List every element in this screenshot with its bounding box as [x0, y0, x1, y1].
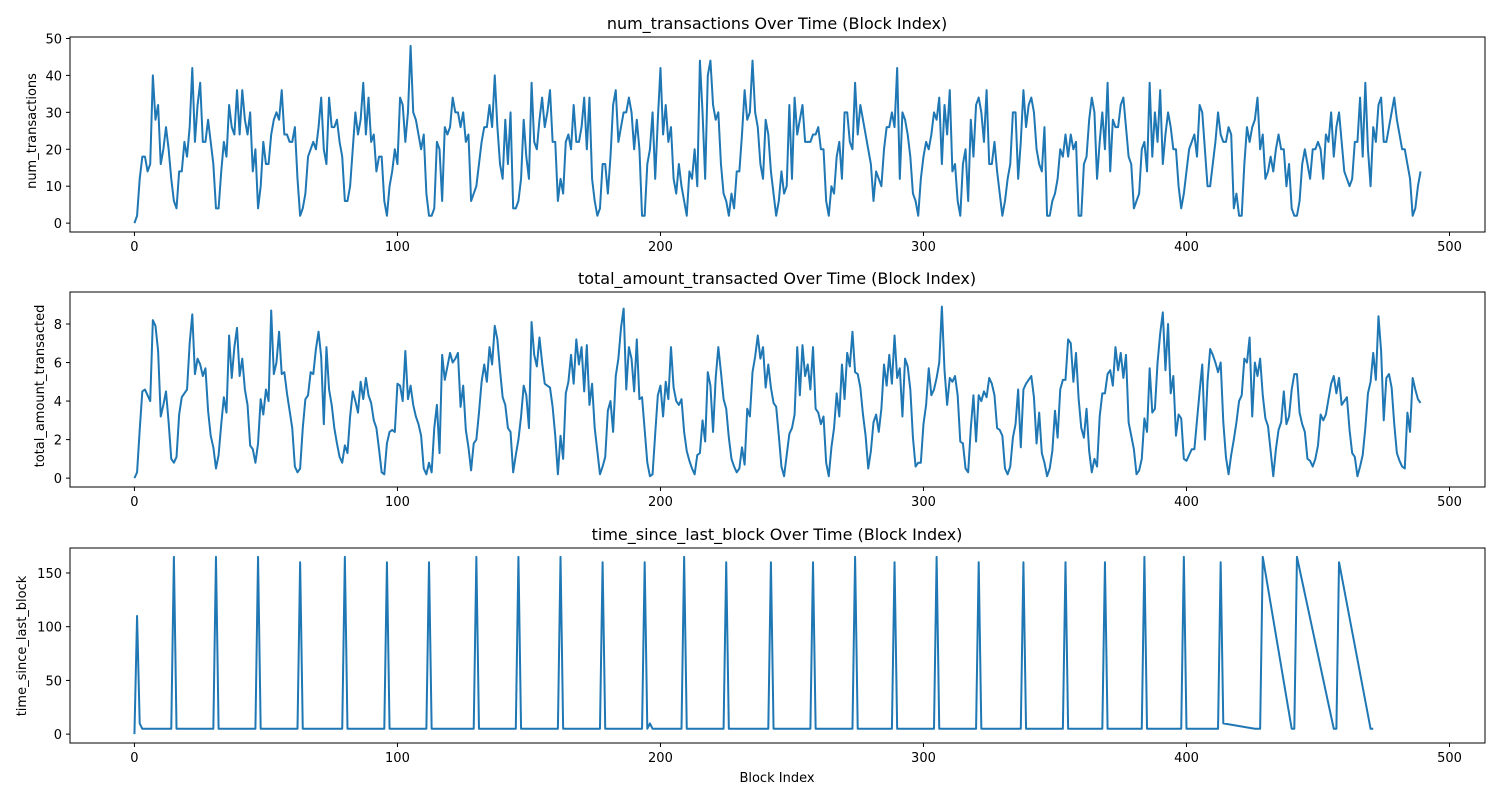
- plot-frame: [69, 36, 1486, 233]
- x-tick-label: 0: [130, 495, 138, 510]
- series-line: [133, 305, 1422, 479]
- chart-title: total_amount_transacted Over Time (Block…: [578, 269, 976, 289]
- x-tick-label: 100: [385, 751, 410, 766]
- x-tick-label: 100: [385, 495, 410, 510]
- y-tick-label: 150: [37, 567, 62, 582]
- chart-title: num_transactions Over Time (Block Index): [607, 14, 947, 34]
- y-tick-label: 6: [54, 357, 62, 372]
- x-tick-label: 400: [1174, 240, 1199, 255]
- series-line: [133, 555, 1374, 735]
- x-tick-label: 100: [385, 240, 410, 255]
- x-tick-label: 400: [1174, 751, 1199, 766]
- y-tick-label: 8: [54, 318, 62, 333]
- x-axis-label: Block Index: [739, 771, 814, 786]
- y-tick-label: 0: [54, 472, 62, 487]
- x-tick-label: 500: [1437, 751, 1462, 766]
- x-tick-label: 200: [648, 495, 673, 510]
- y-tick-label: 10: [45, 180, 62, 195]
- subplot-total-amount-transacted: total_amount_transacted Over Time (Block…: [33, 269, 1486, 510]
- chart-title: time_since_last_block Over Time (Block I…: [592, 525, 963, 545]
- x-tick-label: 200: [648, 751, 673, 766]
- x-tick-label: 0: [130, 751, 138, 766]
- x-tick-label: 300: [911, 495, 936, 510]
- y-tick-label: 40: [45, 69, 62, 84]
- subplot-time-since-last-block: time_since_last_block Over Time (Block I…: [15, 525, 1486, 786]
- x-tick-label: 300: [911, 751, 936, 766]
- x-tick-label: 300: [911, 240, 936, 255]
- y-tick-label: 50: [45, 32, 62, 47]
- x-tick-label: 400: [1174, 495, 1199, 510]
- y-axis-label: time_since_last_block: [15, 575, 30, 716]
- x-tick-label: 500: [1437, 495, 1462, 510]
- y-tick-label: 0: [54, 728, 62, 743]
- plot-frame: [69, 547, 1486, 744]
- series-line: [133, 44, 1422, 224]
- y-tick-label: 30: [45, 106, 62, 121]
- series-line-group: 0 100 200 300 400 500 0 10 20 30 40 50: [45, 32, 1486, 255]
- y-tick-label: 20: [45, 143, 62, 158]
- y-axis-label: total_amount_transacted: [33, 305, 48, 468]
- subplot-num-transactions: num_transactions Over Time (Block Index)…: [25, 14, 1486, 255]
- y-axis-label: num_transactions: [25, 73, 40, 189]
- x-tick-label: 200: [648, 240, 673, 255]
- y-tick-label: 0: [54, 217, 62, 232]
- y-tick-label: 50: [45, 674, 62, 689]
- x-tick-label: 500: [1437, 240, 1462, 255]
- series-line-group: 0 100 200 300 400 500 0 50 100 150: [37, 547, 1486, 766]
- y-tick-label: 100: [37, 621, 62, 636]
- series-line-group: 0 100 200 300 400 500 0 2 4 6 8: [54, 291, 1486, 510]
- y-tick-label: 2: [54, 434, 62, 449]
- y-tick-label: 4: [54, 395, 62, 410]
- plot-frame: [69, 291, 1486, 488]
- x-tick-label: 0: [130, 240, 138, 255]
